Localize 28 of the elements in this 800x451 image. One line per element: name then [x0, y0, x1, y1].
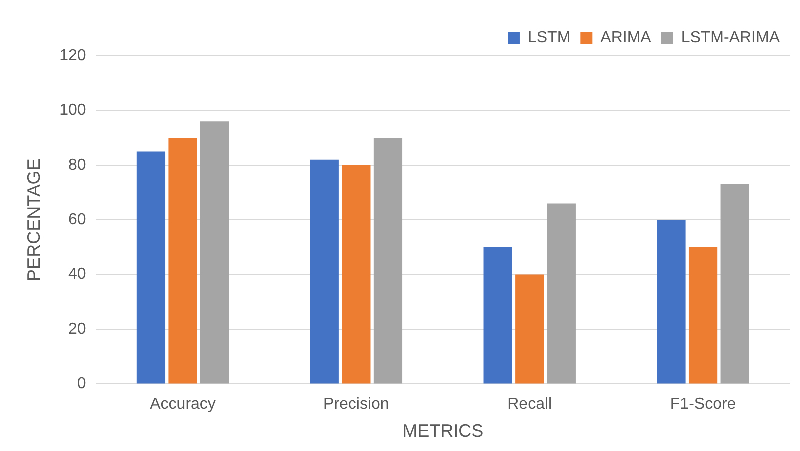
y-tick-label: 100 [60, 102, 86, 120]
bar [168, 138, 198, 384]
bar [136, 152, 166, 384]
x-tick-label: Recall [508, 396, 552, 414]
y-tick-label: 20 [68, 320, 86, 338]
bar [374, 138, 403, 384]
legend-label: LSTM-ARIMA [681, 29, 780, 46]
bar [516, 274, 544, 384]
bar [310, 160, 339, 384]
legend-label: LSTM [528, 29, 571, 46]
bar [720, 184, 750, 384]
x-tick-label: Accuracy [150, 396, 216, 414]
x-axis-title: METRICS [402, 421, 484, 442]
bar [688, 247, 718, 384]
bar [657, 220, 686, 384]
bar [200, 122, 230, 384]
x-tick-label: F1-Score [670, 396, 736, 414]
legend-label: ARIMA [600, 29, 652, 46]
bar [342, 165, 371, 384]
bar [547, 204, 576, 384]
y-tick-label: 40 [68, 266, 86, 284]
y-tick-label: 80 [68, 156, 86, 174]
x-tick-label: Precision [324, 396, 390, 414]
y-tick-label: 120 [60, 47, 86, 64]
bar [484, 247, 512, 384]
y-tick-label: 60 [68, 212, 86, 229]
y-axis-title: PERCENTAGE [24, 158, 44, 282]
y-tick-label: 0 [77, 376, 86, 393]
